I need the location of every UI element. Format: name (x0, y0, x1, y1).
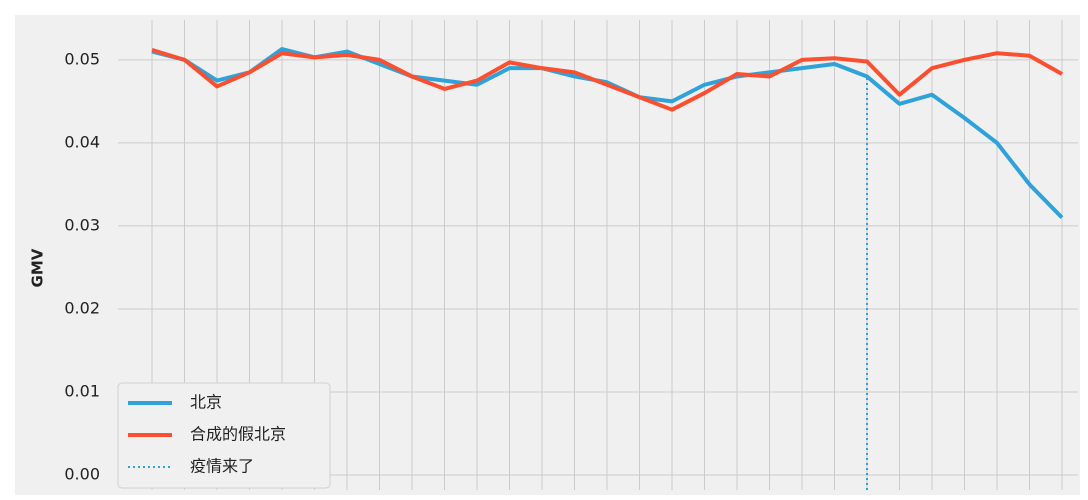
y-tick-label: 0.05 (64, 49, 100, 68)
legend-label: 合成的假北京 (190, 425, 286, 444)
y-tick-label: 0.00 (64, 465, 100, 484)
legend-label: 北京 (190, 393, 222, 412)
legend-label: 疫情来了 (190, 457, 254, 476)
series-line (151, 47, 1063, 112)
y-tick-label: 0.03 (64, 215, 100, 234)
y-tick-label: 0.04 (64, 132, 100, 151)
y-tick-label: 0.02 (64, 298, 100, 317)
y-axis-label: GMV (29, 248, 47, 287)
y-tick-label: 0.01 (64, 382, 100, 401)
legend-box (117, 382, 331, 489)
